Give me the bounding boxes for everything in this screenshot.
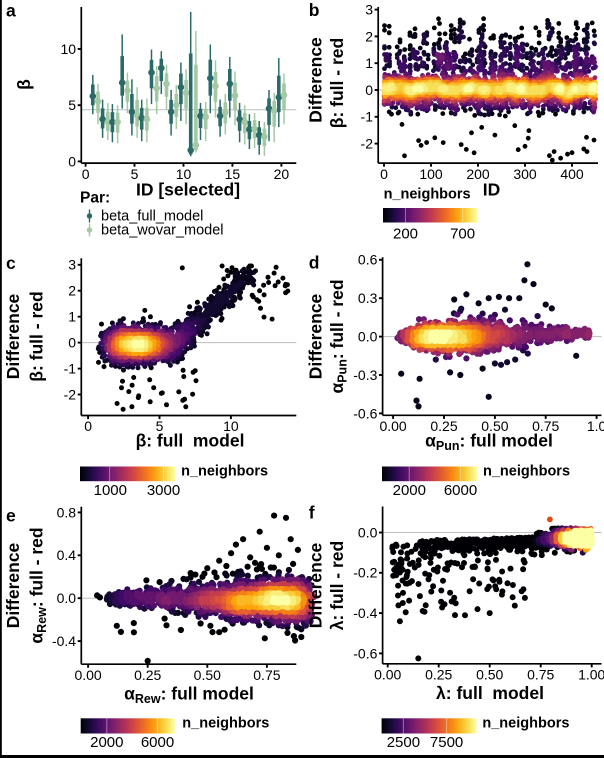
svg-text:-0.4: -0.4 [52, 633, 76, 649]
svg-text:1: 1 [365, 55, 373, 71]
svg-text:0: 0 [68, 153, 76, 169]
svg-text:-2: -2 [361, 136, 374, 152]
svg-text:10: 10 [223, 418, 239, 434]
svg-text:e: e [6, 505, 16, 525]
svg-text:-0.4: -0.4 [353, 605, 377, 621]
svg-text:2: 2 [365, 28, 373, 44]
svg-text:0.00: 0.00 [74, 667, 101, 683]
svg-text:0: 0 [380, 166, 388, 182]
svg-text:0.75: 0.75 [532, 418, 559, 434]
svg-text:3: 3 [365, 2, 373, 18]
svg-text:n_neighbors: n_neighbors [181, 464, 268, 480]
svg-text:5: 5 [156, 418, 164, 434]
svg-text:n_neighbors: n_neighbors [483, 464, 570, 480]
svg-text:-0.2: -0.2 [353, 565, 377, 581]
svg-text:d: d [309, 253, 320, 273]
svg-text:0.0: 0.0 [358, 524, 378, 540]
svg-text:200: 200 [393, 226, 418, 243]
svg-text:ID: ID [483, 179, 501, 199]
svg-text:0.50: 0.50 [194, 667, 221, 683]
svg-text:beta_full_model: beta_full_model [101, 209, 203, 225]
svg-text:β: β [14, 79, 34, 90]
svg-text:1000: 1000 [94, 482, 127, 499]
svg-text:0.6: 0.6 [358, 252, 378, 268]
svg-text:0.00: 0.00 [374, 667, 401, 683]
svg-text:0: 0 [84, 418, 92, 434]
svg-text:6000: 6000 [141, 734, 174, 751]
svg-text:0.25: 0.25 [425, 667, 452, 683]
svg-text:Difference: Difference [3, 293, 23, 379]
svg-text:-1: -1 [64, 360, 77, 376]
svg-text:b: b [309, 0, 320, 20]
svg-text:5: 5 [68, 97, 76, 113]
svg-text:20: 20 [274, 166, 290, 182]
svg-text:0.75: 0.75 [253, 667, 280, 683]
svg-text:6000: 6000 [444, 482, 477, 499]
svg-text:Par:: Par: [80, 190, 110, 207]
svg-text:n_neighbors: n_neighbors [182, 715, 269, 731]
svg-text:0: 0 [365, 82, 373, 98]
svg-text:β: full - red: β: full - red [327, 38, 347, 128]
svg-text:c: c [6, 253, 16, 273]
svg-text:-1: -1 [361, 109, 374, 125]
svg-text:f: f [309, 503, 315, 523]
svg-text:0.00: 0.00 [379, 418, 406, 434]
svg-text:λ: full - red: λ: full - red [327, 541, 347, 630]
svg-text:300: 300 [513, 166, 537, 182]
svg-text:1: 1 [68, 309, 76, 325]
svg-text:0.3: 0.3 [358, 290, 378, 306]
svg-text:a: a [6, 0, 16, 20]
svg-text:Difference: Difference [306, 542, 326, 628]
svg-text:0.0: 0.0 [57, 590, 77, 606]
svg-text:β: full - red: β: full - red [26, 291, 46, 381]
svg-text:10: 10 [61, 41, 77, 57]
svg-text:100: 100 [419, 166, 443, 182]
svg-text:-0.6: -0.6 [353, 645, 377, 661]
svg-text:7500: 7500 [430, 734, 463, 751]
svg-text:400: 400 [560, 166, 584, 182]
svg-text:2500: 2500 [387, 734, 420, 751]
svg-text:2000: 2000 [90, 734, 123, 751]
svg-text:200: 200 [466, 166, 490, 182]
svg-text:0.25: 0.25 [134, 667, 161, 683]
svg-text:0.50: 0.50 [481, 418, 508, 434]
svg-text:15: 15 [225, 166, 241, 182]
svg-text:n_neighbors: n_neighbors [384, 186, 471, 202]
svg-text:0.50: 0.50 [476, 667, 503, 683]
svg-text:Difference: Difference [3, 542, 23, 628]
svg-text:0.4: 0.4 [57, 547, 77, 563]
svg-text:5: 5 [131, 166, 139, 182]
svg-text:1.00: 1.00 [578, 667, 604, 683]
svg-text:Difference: Difference [306, 293, 326, 379]
svg-text:1.0: 1.0 [587, 418, 604, 434]
svg-text:n_neighbors: n_neighbors [482, 715, 569, 731]
svg-text:Difference: Difference [306, 37, 326, 123]
svg-text:0: 0 [82, 166, 90, 182]
svg-text:0.75: 0.75 [527, 667, 554, 683]
svg-text:λ: full model: λ: full model [436, 683, 544, 703]
svg-text:β: full model: β: full model [136, 431, 245, 451]
svg-text:2000: 2000 [393, 482, 426, 499]
svg-text:2: 2 [68, 283, 76, 299]
svg-text:-0.3: -0.3 [353, 367, 377, 383]
svg-text:0.25: 0.25 [430, 418, 457, 434]
svg-text:beta_wovar_model: beta_wovar_model [101, 223, 224, 239]
svg-text:-2: -2 [64, 386, 77, 402]
svg-text:0.8: 0.8 [57, 504, 77, 520]
svg-text:3000: 3000 [147, 482, 180, 499]
svg-text:0.0: 0.0 [358, 329, 378, 345]
svg-text:10: 10 [176, 166, 192, 182]
svg-text:ID [selected]: ID [selected] [136, 179, 240, 199]
svg-text:-0.6: -0.6 [353, 405, 377, 421]
svg-text:3: 3 [68, 257, 76, 273]
svg-text:0: 0 [68, 335, 76, 351]
svg-text:700: 700 [450, 226, 475, 243]
